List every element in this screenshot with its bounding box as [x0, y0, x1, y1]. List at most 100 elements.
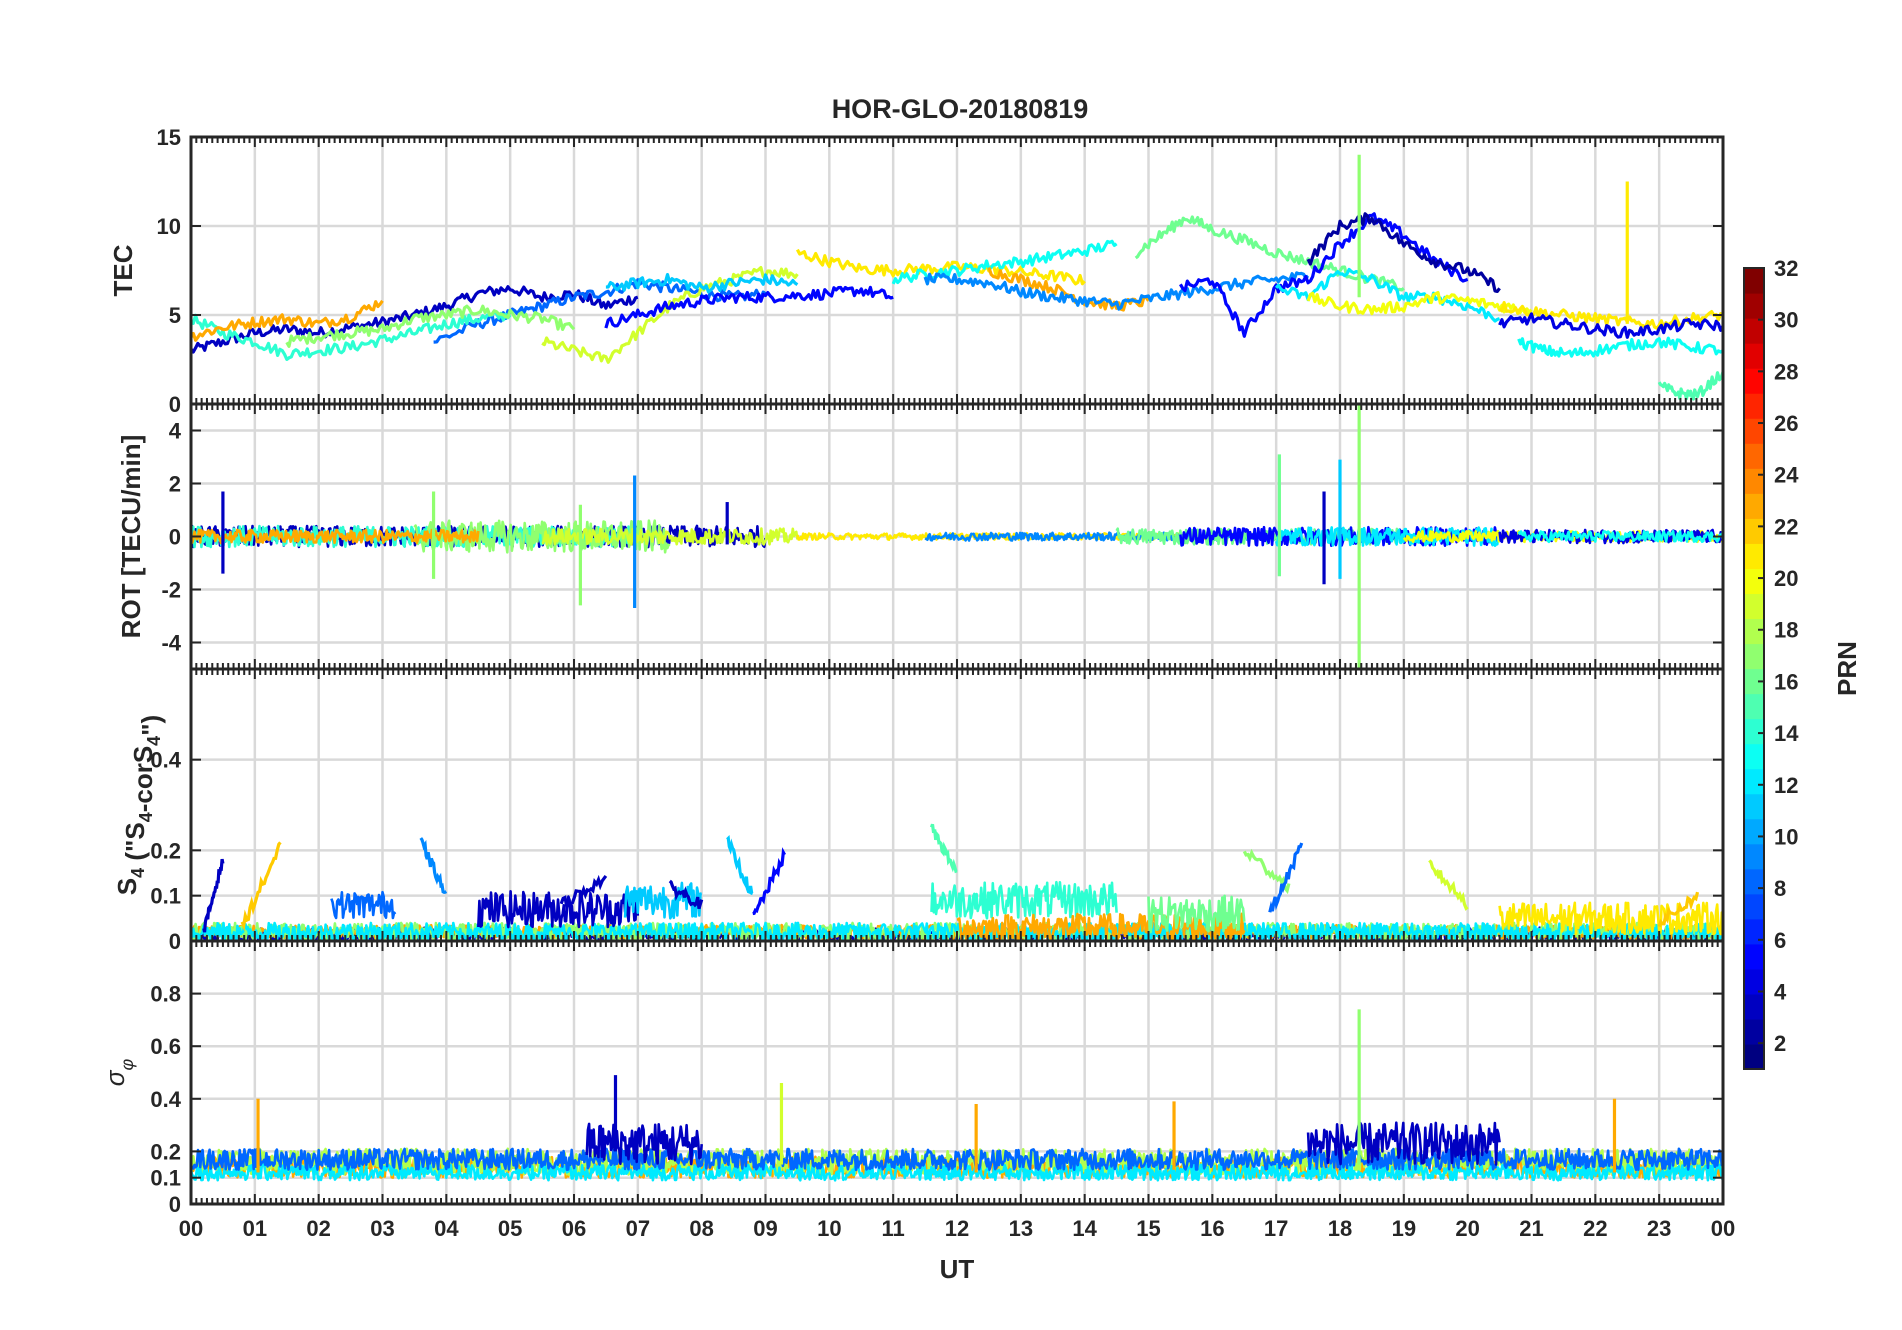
colorbar-bin [1744, 493, 1764, 519]
x-tick-label: 06 [562, 1216, 586, 1241]
y-tick-label: 0.1 [150, 884, 181, 909]
colorbar-bin [1744, 743, 1764, 770]
noise-prn-21 [1498, 901, 1723, 936]
x-tick-label: 11 [882, 1216, 905, 1241]
colorbar-frame [1743, 267, 1765, 1070]
x-tick-label: 02 [306, 1216, 330, 1241]
series-line-prn-15 [1657, 371, 1723, 401]
x-tick-label: 10 [817, 1216, 841, 1241]
x-tick-label: 14 [1072, 1216, 1097, 1241]
colorbar-bin [1744, 993, 1764, 1020]
x-tick-label: 16 [1200, 1216, 1224, 1241]
y-tick-label: 0.4 [150, 1087, 181, 1112]
colorbar-bin [1744, 793, 1764, 820]
noise-prn-14 [930, 880, 1118, 920]
y-tick-label: 10 [157, 214, 181, 239]
series-line-prn-11 [605, 273, 799, 294]
colorbar-label: PRN [1832, 641, 1862, 696]
colorbar-bin [1744, 418, 1764, 444]
series-group [191, 1009, 1723, 1182]
x-tick-label: 08 [689, 1216, 713, 1241]
ramp-prn-22 [240, 841, 282, 932]
grid [191, 669, 1723, 941]
series-line-prn-5 [1179, 212, 1469, 338]
x-tick-label: 04 [434, 1216, 459, 1241]
x-tick-label: 15 [1136, 1216, 1160, 1241]
colorbar-tick-label: 26 [1774, 411, 1798, 436]
x-axis-label: UT [940, 1254, 975, 1284]
ramp-prn-5 [752, 847, 787, 916]
noise-prn-16 [1147, 894, 1246, 934]
colorbar-bin [1744, 443, 1764, 469]
colorbar-bin [1744, 1043, 1764, 1070]
ticks: 00.10.2 0.4 0.6 0.8 [150, 941, 1724, 1217]
colorbar-tick-label: 2 [1774, 1031, 1786, 1056]
ramp-prn-8 [1268, 842, 1304, 913]
colorbar-bin [1744, 468, 1764, 494]
x-tick-label: 09 [753, 1216, 777, 1241]
colorbar-bin [1744, 643, 1764, 670]
colorbar-bin [1744, 968, 1764, 995]
chart-title: HOR-GLO-20180819 [832, 94, 1089, 124]
colorbar-bin [1744, 1018, 1764, 1045]
series-line-prn-9 [923, 271, 1310, 311]
x-tick-label: 07 [626, 1216, 650, 1241]
series-line-prn-3 [191, 285, 639, 354]
ramp-prn-3 [668, 879, 704, 910]
colorbar-bin [1744, 943, 1764, 970]
series-line-prn-20 [1306, 290, 1533, 316]
series-group [191, 404, 1723, 669]
noise-prn-13 [1517, 530, 1723, 544]
x-tick-label: 21 [1519, 1216, 1543, 1241]
colorbar-bin [1744, 693, 1764, 720]
colorbar-bin [1744, 568, 1764, 595]
colorbar-bin [1744, 343, 1764, 369]
x-tick-label: 23 [1647, 1216, 1671, 1241]
noise-prn-19 [541, 527, 799, 546]
noise-prn-12 [191, 921, 1723, 941]
colorbar-bin [1744, 668, 1764, 695]
colorbar-bin [1744, 268, 1764, 294]
x-tick-label: 12 [945, 1216, 969, 1241]
y-tick-label: 2 [169, 472, 181, 497]
x-tick-label: 18 [1328, 1216, 1352, 1241]
y-axis-label: ROT [TECU/min] [116, 435, 146, 639]
y-tick-label: 0 [169, 525, 181, 550]
colorbar-bin [1744, 543, 1764, 569]
colorbar-tick-label: 28 [1774, 359, 1798, 384]
noise-prn-23 [956, 912, 1246, 941]
colorbar-tick-label: 32 [1774, 256, 1798, 281]
series-line-prn-14 [191, 310, 512, 361]
colorbar-bin [1744, 843, 1764, 870]
y-tick-label: 5 [169, 303, 181, 328]
y-axis-label: S4 ("S4-corS4") [112, 715, 166, 895]
x-tick-label: 19 [1392, 1216, 1416, 1241]
colorbar-tick-label: 8 [1774, 876, 1786, 901]
noise-prn-3 [585, 1122, 703, 1166]
colorbar-tick-label: 12 [1774, 773, 1798, 798]
y-tick-label: 0.2 [150, 838, 181, 863]
noise-prn-8 [330, 890, 397, 920]
colorbar-bin [1744, 918, 1764, 945]
ramp-prn-19 [1428, 859, 1469, 911]
series-line-prn-5 [604, 285, 894, 329]
y-tick-label: -2 [161, 578, 181, 603]
colorbar-tick-label: 18 [1774, 618, 1798, 643]
colorbar-bin [1744, 518, 1764, 544]
x-tick-label: 20 [1455, 1216, 1479, 1241]
panel-3: 0 0.1 0.2 0.4S4 ("S4-corS4") [112, 667, 1725, 954]
colorbar-bin [1744, 893, 1764, 920]
colorbar-bin [1744, 718, 1764, 745]
colorbar-bin [1744, 393, 1764, 419]
y-tick-label: 0.6 [150, 1034, 181, 1059]
noise-prn-3 [1306, 1121, 1501, 1166]
colorbar-tick-label: 20 [1774, 566, 1798, 591]
x-tick-label: 22 [1583, 1216, 1607, 1241]
colorbar-bin [1744, 768, 1764, 795]
colorbar-tick-label: 24 [1774, 463, 1799, 488]
y-tick-label: 0.2 [150, 1139, 181, 1164]
panel-4: 00.10.2 0.4 0.6 0.8 σφ 00 01 02 03 04 05 06 07 08 09 10… [100, 939, 1735, 1284]
x-tick-label: 17 [1264, 1216, 1288, 1241]
